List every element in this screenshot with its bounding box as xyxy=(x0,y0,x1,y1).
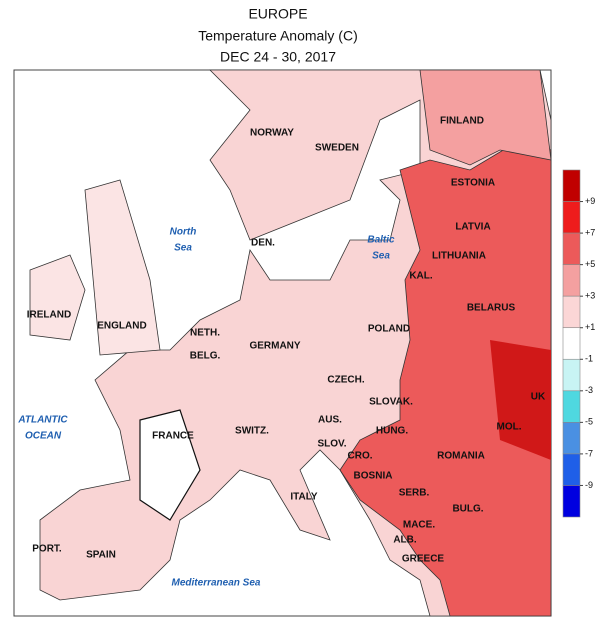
country-label: ROMANIA xyxy=(437,451,485,462)
country-label: ITALY xyxy=(290,492,318,503)
country-label: IRELAND xyxy=(27,310,71,321)
country-label: SLOV. xyxy=(317,439,346,450)
colorbar-box xyxy=(562,327,581,360)
country-label: SLOVAK. xyxy=(369,397,413,408)
colorbar-label: +1 xyxy=(585,322,595,332)
colorbar-box xyxy=(562,201,581,234)
country-label: LITHUANIA xyxy=(432,251,486,262)
sea-label: Sea xyxy=(372,251,390,262)
country-label: MOL. xyxy=(497,422,522,433)
sea-label: ATLANTIC xyxy=(17,415,68,426)
colorbar-box xyxy=(562,264,581,297)
colorbar-label: -7 xyxy=(585,448,593,458)
country-label: ALB. xyxy=(393,535,417,546)
period: DEC 24 - 30, 2017 xyxy=(220,49,336,65)
colorbar-box xyxy=(562,422,581,455)
country-label: LATVIA xyxy=(455,222,490,233)
country-label: ENGLAND xyxy=(97,321,146,332)
country-label: NETH. xyxy=(190,328,220,339)
colorbar-box xyxy=(562,232,581,265)
colorbar-box xyxy=(562,485,581,518)
country-label: NORWAY xyxy=(250,128,294,139)
neutral-area xyxy=(139,409,201,521)
country-label: UK xyxy=(531,392,546,403)
colorbar-box xyxy=(562,453,581,486)
britain-land xyxy=(84,179,161,356)
country-label: SWITZ. xyxy=(235,426,269,437)
colorbar: +9 +7 +5 +3 +1 -1 -3 -5 -7 -9 xyxy=(562,169,595,518)
title: EUROPE xyxy=(248,6,307,22)
finland-region xyxy=(419,69,552,166)
subtitle: Temperature Anomaly (C) xyxy=(198,28,358,44)
country-label: CZECH. xyxy=(327,375,364,386)
country-label: GREECE xyxy=(402,554,445,565)
colorbar-label: +3 xyxy=(585,291,595,301)
colorbar-box xyxy=(562,358,581,392)
country-label: SERB. xyxy=(399,488,430,499)
colorbar-label: +7 xyxy=(585,227,595,237)
hot-region xyxy=(490,340,551,460)
sea-label: Baltic xyxy=(367,235,395,246)
sea-label: Sea xyxy=(174,243,192,254)
colorbar-box xyxy=(562,295,581,329)
colorbar-label: +9 xyxy=(585,196,595,206)
sea-label: North xyxy=(170,227,197,238)
ireland-land xyxy=(29,254,86,341)
colorbar-label: -9 xyxy=(585,480,593,490)
country-label: FINLAND xyxy=(440,116,484,127)
sea-label: OCEAN xyxy=(25,431,62,442)
country-label: ESTONIA xyxy=(451,178,495,189)
country-label: FRANCE xyxy=(152,431,194,442)
country-label: BOSNIA xyxy=(354,471,393,482)
country-label: BELARUS xyxy=(467,303,516,314)
colorbar-box xyxy=(562,169,581,202)
country-label: MACE. xyxy=(403,520,435,531)
country-label: BELG. xyxy=(190,351,221,362)
sea-label: Mediterranean Sea xyxy=(172,578,261,589)
colorbar-label: -1 xyxy=(585,354,593,364)
country-label: DEN. xyxy=(251,238,275,249)
country-label: BULG. xyxy=(452,504,483,515)
map xyxy=(13,69,552,617)
country-label: PORT. xyxy=(32,544,62,555)
country-label: HUNG. xyxy=(376,426,408,437)
country-label: POLAND xyxy=(368,324,410,335)
country-label: SWEDEN xyxy=(315,143,359,154)
colorbar-box xyxy=(562,390,581,423)
colorbar-label: -5 xyxy=(585,417,593,427)
colorbar-label: -3 xyxy=(585,385,593,395)
country-label: KAL. xyxy=(409,271,433,282)
country-label: GERMANY xyxy=(249,341,300,352)
country-label: AUS. xyxy=(318,415,342,426)
country-label: SPAIN xyxy=(86,550,116,561)
labels: NORWAY SWEDEN FINLAND ESTONIA LATVIA LIT… xyxy=(17,116,546,589)
country-label: CRO. xyxy=(348,451,373,462)
colorbar-label: +5 xyxy=(585,259,595,269)
